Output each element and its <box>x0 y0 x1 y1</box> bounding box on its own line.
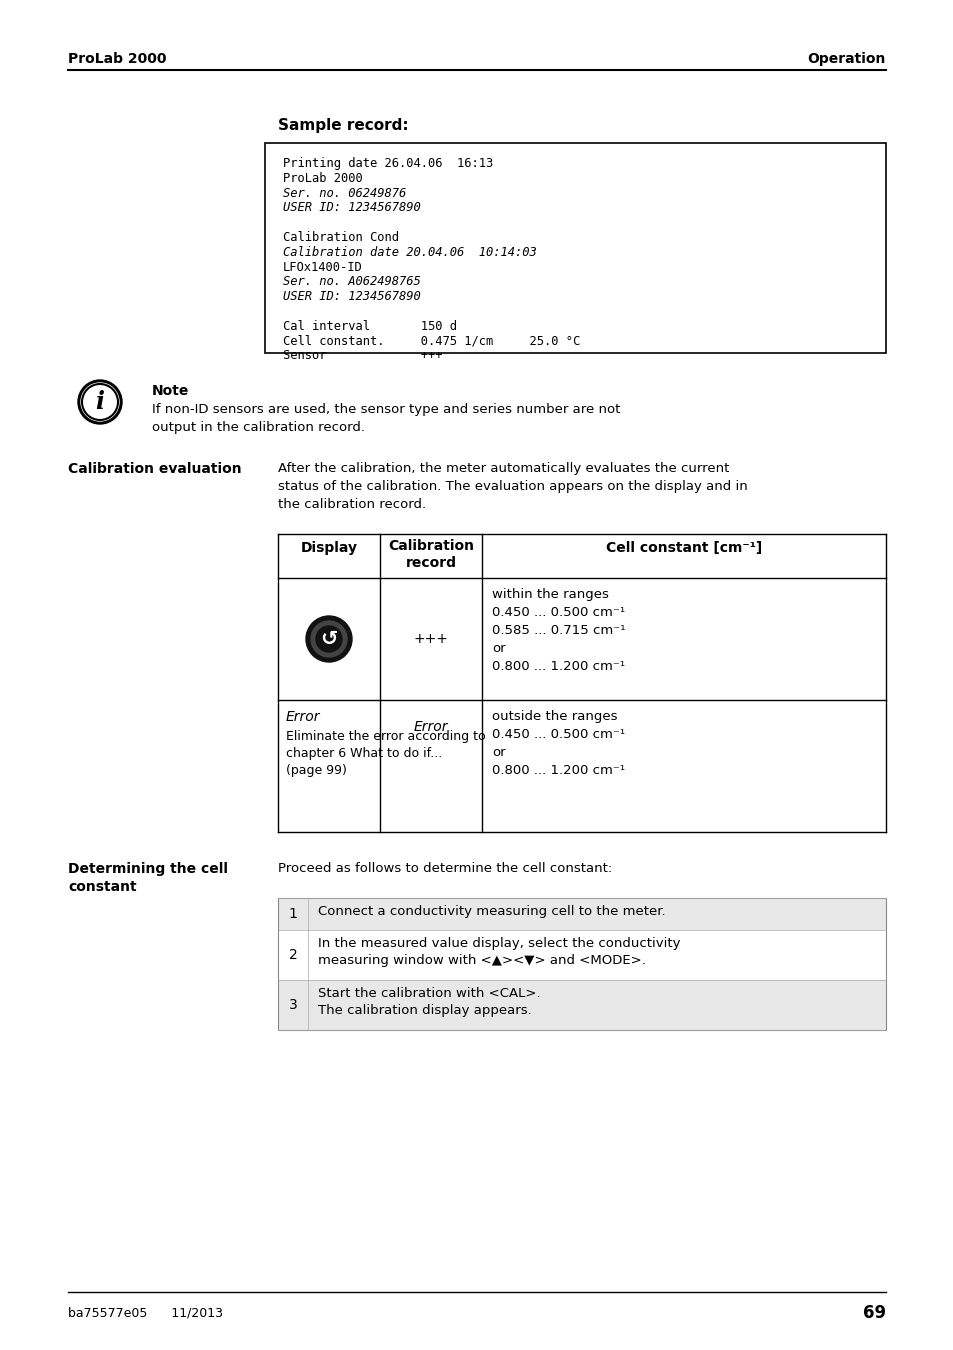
Text: Calibration evaluation: Calibration evaluation <box>68 462 241 477</box>
Text: In the measured value display, select the conductivity
measuring window with <▲>: In the measured value display, select th… <box>317 937 679 967</box>
Text: After the calibration, the meter automatically evaluates the current
status of t: After the calibration, the meter automat… <box>277 462 747 512</box>
FancyBboxPatch shape <box>277 930 885 980</box>
FancyBboxPatch shape <box>277 898 885 930</box>
Text: Ser. no. A062498765: Ser. no. A062498765 <box>283 275 420 289</box>
Text: +++: +++ <box>414 632 448 647</box>
Text: USER ID: 1234567890: USER ID: 1234567890 <box>283 201 420 215</box>
Text: 69: 69 <box>862 1304 885 1322</box>
Text: Note: Note <box>152 383 190 398</box>
Text: Printing date 26.04.06  16:13: Printing date 26.04.06 16:13 <box>283 157 493 170</box>
Text: Error: Error <box>414 720 448 734</box>
FancyBboxPatch shape <box>277 980 885 1030</box>
Text: Calibration date 20.04.06  10:14:03: Calibration date 20.04.06 10:14:03 <box>283 246 537 259</box>
Text: Cell constant [cm⁻¹]: Cell constant [cm⁻¹] <box>605 541 761 555</box>
Text: Calibration
record: Calibration record <box>388 539 474 570</box>
Text: If non-ID sensors are used, the sensor type and series number are not
output in : If non-ID sensors are used, the sensor t… <box>152 404 619 433</box>
Text: Eliminate the error according to
chapter 6 What to do if...
(page 99): Eliminate the error according to chapter… <box>286 730 485 778</box>
Circle shape <box>311 621 347 657</box>
Text: ProLab 2000: ProLab 2000 <box>68 53 167 66</box>
Text: Proceed as follows to determine the cell constant:: Proceed as follows to determine the cell… <box>277 863 612 875</box>
Circle shape <box>78 379 122 424</box>
Text: Calibration Cond: Calibration Cond <box>283 231 398 244</box>
Text: Error: Error <box>286 710 320 724</box>
Text: USER ID: 1234567890: USER ID: 1234567890 <box>283 290 420 304</box>
Text: Display: Display <box>300 541 357 555</box>
Text: i: i <box>95 390 105 414</box>
Text: Operation: Operation <box>807 53 885 66</box>
Circle shape <box>315 626 341 652</box>
Text: Ser. no. 06249876: Ser. no. 06249876 <box>283 186 406 200</box>
Text: Cell constant.     0.475 1/cm     25.0 °C: Cell constant. 0.475 1/cm 25.0 °C <box>283 335 579 347</box>
Text: ↺: ↺ <box>320 629 337 649</box>
Text: within the ranges
0.450 ... 0.500 cm⁻¹
0.585 ... 0.715 cm⁻¹
or
0.800 ... 1.200 c: within the ranges 0.450 ... 0.500 cm⁻¹ 0… <box>492 589 625 674</box>
Circle shape <box>81 383 119 421</box>
Text: ProLab 2000: ProLab 2000 <box>283 171 362 185</box>
Text: LFOx1400-ID: LFOx1400-ID <box>283 261 362 274</box>
FancyBboxPatch shape <box>265 143 885 352</box>
Text: Sensor             +++: Sensor +++ <box>283 350 442 362</box>
Text: Start the calibration with <CAL>.
The calibration display appears.: Start the calibration with <CAL>. The ca… <box>317 987 540 1017</box>
Text: Cal interval       150 d: Cal interval 150 d <box>283 320 456 333</box>
Text: Sample record:: Sample record: <box>277 117 408 134</box>
Text: 3: 3 <box>289 998 297 1012</box>
Text: 1: 1 <box>288 907 297 921</box>
Text: ba75577e05      11/2013: ba75577e05 11/2013 <box>68 1305 223 1319</box>
Circle shape <box>306 616 352 662</box>
Text: Determining the cell
constant: Determining the cell constant <box>68 863 228 895</box>
Text: 2: 2 <box>289 948 297 963</box>
Text: outside the ranges
0.450 ... 0.500 cm⁻¹
or
0.800 ... 1.200 cm⁻¹: outside the ranges 0.450 ... 0.500 cm⁻¹ … <box>492 710 624 778</box>
Text: Connect a conductivity measuring cell to the meter.: Connect a conductivity measuring cell to… <box>317 904 665 918</box>
